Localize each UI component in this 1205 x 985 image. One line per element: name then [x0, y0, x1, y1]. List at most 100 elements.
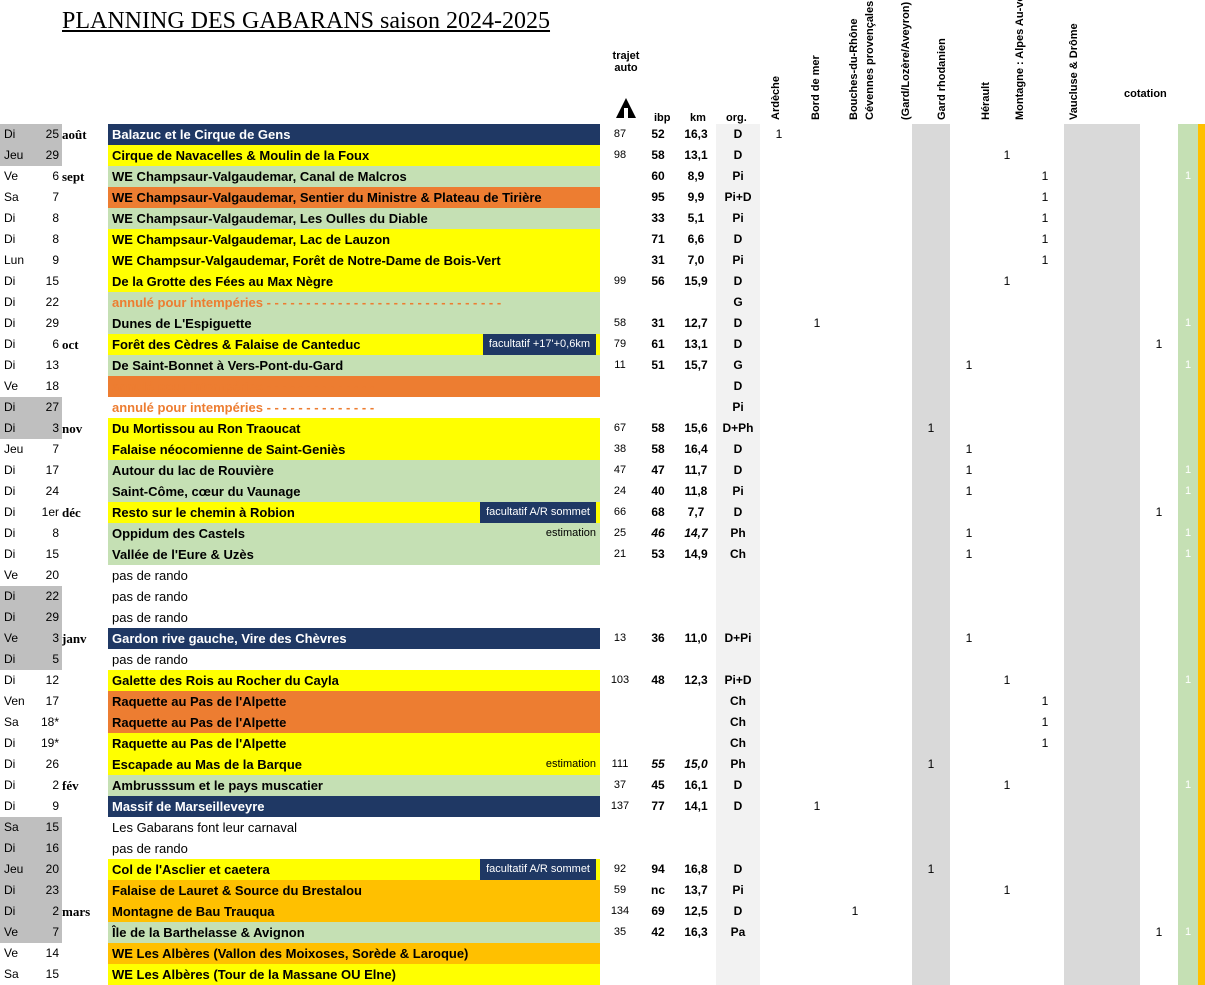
region-mark [988, 355, 1026, 376]
region-mark [950, 649, 988, 670]
region-mark [874, 838, 912, 859]
region-mark [1140, 460, 1178, 481]
org: Pi [716, 481, 760, 502]
region-mark [1140, 628, 1178, 649]
region-mark [874, 670, 912, 691]
region-mark [836, 145, 874, 166]
table-row: Di8|WE Champsaur-Valgaudemar, Les Oulles… [0, 208, 1205, 229]
km [676, 964, 716, 985]
route-label: De la Grotte des Fées au Max Nègre [112, 271, 600, 292]
region-mark [798, 964, 836, 985]
region-mark: 1 [912, 859, 950, 880]
region-mark [912, 271, 950, 292]
month [62, 691, 108, 712]
region-mark [1064, 964, 1102, 985]
region-mark: 1 [988, 145, 1026, 166]
region-mark [912, 733, 950, 754]
day-num: 17 [32, 691, 62, 712]
region-mark [912, 124, 950, 145]
month: janv [62, 628, 108, 649]
table-row: Di15Vallée de l'Eure & Uzès215314,9Ch111 [0, 544, 1205, 565]
cotation-mark: 1 [1178, 775, 1198, 796]
month [62, 145, 108, 166]
table-row: Di23Falaise de Lauret & Source du Bresta… [0, 880, 1205, 901]
region-mark [798, 691, 836, 712]
route-label: Galette des Rois au Rocher du Cayla [112, 670, 600, 691]
km: 16,3 [676, 124, 716, 145]
region-mark [988, 397, 1026, 418]
ibp: 48 [640, 670, 676, 691]
region-mark [874, 208, 912, 229]
region-mark [1102, 943, 1140, 964]
region-mark [912, 649, 950, 670]
region-mark [760, 922, 798, 943]
region-mark [988, 313, 1026, 334]
org [716, 964, 760, 985]
region-mark [1026, 964, 1064, 985]
region-mark: 1 [950, 523, 988, 544]
cotation-mark: 1 [1198, 754, 1205, 775]
ibp: 33 [640, 208, 676, 229]
region-mark [912, 481, 950, 502]
region-mark [760, 418, 798, 439]
col-header-cotation: cotation [1124, 88, 1167, 100]
region-mark [760, 901, 798, 922]
region-mark [1140, 250, 1178, 271]
region-mark [798, 418, 836, 439]
region-mark [1102, 271, 1140, 292]
cotation-mark: 1 [1178, 670, 1198, 691]
route-label: pas de rando [112, 607, 600, 628]
trajet [600, 964, 640, 985]
ibp [640, 964, 676, 985]
table-row: Di29pas de rando [0, 607, 1205, 628]
region-mark [950, 586, 988, 607]
table-row: Ve7Île de la Barthelasse & Avignon354216… [0, 922, 1205, 943]
route-cell: |Raquette au Pas de l'Alpette [108, 691, 600, 712]
trajet [600, 712, 640, 733]
route-label: pas de rando [112, 838, 600, 859]
route-cell: Falaise néocomienne de Saint-Geniès [108, 439, 600, 460]
region-mark [912, 817, 950, 838]
org: Ch [716, 733, 760, 754]
ibp [640, 838, 676, 859]
org: Ch [716, 691, 760, 712]
region-mark [836, 565, 874, 586]
weekday: Di [0, 670, 32, 691]
region-mark [950, 145, 988, 166]
cotation-mark: 1 [1198, 544, 1205, 565]
day-num: 13 [32, 355, 62, 376]
table-row: Di22annulé pour intempéries - - - - - - … [0, 292, 1205, 313]
region-mark [1102, 691, 1140, 712]
route-note: facultatif A/R sommet [480, 502, 596, 523]
weekday: Di [0, 355, 32, 376]
table-row: Jeu29Cirque de Navacelles & Moulin de la… [0, 145, 1205, 166]
weekday: Di [0, 586, 32, 607]
trajet [600, 586, 640, 607]
route-cell: |WE Champsur-Valgaudemar, Forêt de Notre… [108, 250, 600, 271]
region-mark [1026, 649, 1064, 670]
region-mark [1102, 376, 1140, 397]
org: D [716, 124, 760, 145]
route-label: Ambrusssum et le pays muscatier [112, 775, 600, 796]
day-num: 15 [32, 271, 62, 292]
col-header-km: km [690, 112, 706, 124]
route-cell: |WE Les Albères (Vallon des Moixoses, So… [108, 943, 600, 964]
region-mark [1064, 313, 1102, 334]
route-label: Montagne de Bau Trauqua [112, 901, 600, 922]
region-mark [988, 586, 1026, 607]
region-mark [1140, 817, 1178, 838]
month [62, 649, 108, 670]
region-mark [1026, 397, 1064, 418]
region-mark [1026, 901, 1064, 922]
region-mark [1140, 880, 1178, 901]
km: 8,9 [676, 166, 716, 187]
route-label: Autour du lac de Rouvière [112, 460, 600, 481]
org [716, 586, 760, 607]
day-num: 1er [32, 502, 62, 523]
org: Pi [716, 880, 760, 901]
month [62, 943, 108, 964]
route-label: WE Champsaur-Valgaudemar, Canal de Malcr… [112, 166, 600, 187]
cotation-mark: 1 [1198, 145, 1205, 166]
region-mark [1064, 670, 1102, 691]
ibp: 58 [640, 418, 676, 439]
